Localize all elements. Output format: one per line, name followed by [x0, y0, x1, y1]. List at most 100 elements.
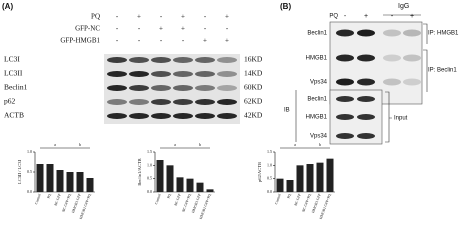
band — [357, 114, 375, 120]
pq-sign: + — [410, 13, 414, 20]
band — [336, 114, 354, 120]
bar — [56, 170, 64, 192]
pq-sign: + — [364, 13, 368, 20]
x-tick-label: NC GFP+PQ — [301, 193, 311, 213]
sig-letter: b — [79, 142, 81, 147]
band — [336, 96, 354, 102]
bar — [66, 172, 74, 192]
band — [357, 96, 375, 102]
sig-letter: a — [294, 142, 296, 147]
band — [217, 57, 237, 63]
ip-brackets — [423, 23, 428, 92]
band — [195, 113, 215, 119]
band — [336, 54, 354, 62]
ip-row-label: HMGB1 — [306, 56, 328, 62]
band — [336, 29, 354, 37]
x-tick-label: PQ — [286, 193, 291, 199]
band — [217, 71, 237, 77]
sig-letter: b — [319, 142, 321, 147]
x-tick-label: NC GFP+PQ — [181, 193, 191, 213]
pq-label: PQ — [329, 14, 338, 20]
band — [173, 71, 193, 77]
band — [357, 133, 375, 139]
size-label: 42KD — [244, 111, 263, 120]
band — [217, 85, 237, 91]
band — [357, 54, 375, 62]
band — [195, 57, 215, 63]
band — [357, 29, 375, 37]
band — [107, 99, 127, 105]
bar — [306, 164, 314, 192]
treatment-sign: - — [160, 37, 163, 45]
treatment-sign: + — [181, 13, 185, 21]
sig-letter: a — [54, 142, 56, 147]
y-tick-label: 0.5 — [147, 176, 152, 181]
x-tick-label: NC GFP — [54, 193, 62, 206]
bar — [36, 164, 44, 192]
input-bracket — [385, 91, 392, 143]
protein-label: ACTB — [4, 111, 24, 120]
bar — [286, 180, 294, 192]
y-tick-label: 1.0 — [27, 149, 32, 154]
treatment-sign: - — [116, 13, 119, 21]
band — [151, 85, 171, 91]
band — [217, 99, 237, 105]
y-tick-label: 0.0 — [27, 189, 32, 194]
treatment-sign: + — [159, 25, 163, 33]
size-label: 60KD — [244, 83, 263, 92]
ib-label: IB — [284, 108, 290, 114]
y-tick-label: 1.0 — [267, 162, 272, 167]
treatment-sign: - — [226, 25, 229, 33]
treatment-sign: + — [203, 37, 207, 45]
band — [403, 54, 421, 62]
treatment-sign: - — [160, 13, 163, 21]
ip-row-label: Vps34 — [310, 80, 328, 86]
band — [151, 113, 171, 119]
x-tick-label: Control — [274, 193, 282, 205]
bar — [76, 172, 84, 192]
bar — [46, 164, 54, 192]
band — [129, 113, 149, 119]
band — [173, 57, 193, 63]
bar — [86, 178, 94, 192]
band — [173, 85, 193, 91]
bar — [296, 165, 304, 192]
x-tick-label: Control — [154, 193, 162, 205]
x-tick-label: NC GFP+PQ — [61, 193, 71, 213]
protein-label: Beclin1 — [4, 83, 28, 92]
band — [107, 85, 127, 91]
bar — [166, 165, 174, 192]
size-label: 16KD — [244, 55, 263, 64]
ip-hmgb1-label: IP: HMGB1 — [428, 31, 459, 37]
sig-letter: a — [174, 142, 176, 147]
sig-letter: b — [199, 142, 201, 147]
band — [173, 113, 193, 119]
band — [195, 99, 215, 105]
treatment-label: GFP-HMGB1 — [60, 37, 100, 45]
y-tick-label: 1.5 — [147, 149, 152, 154]
treatment-sign: + — [137, 13, 141, 21]
y-tick-label: 0.5 — [27, 169, 32, 174]
x-tick-label: PQ — [166, 193, 171, 199]
band — [403, 78, 421, 86]
band — [195, 71, 215, 77]
y-tick-label: 0.5 — [267, 176, 272, 181]
input-label: Input — [394, 116, 408, 122]
bar — [196, 182, 204, 192]
ip-beclin1-label: IP: Beclin1 — [428, 68, 457, 74]
x-tick-label: HMGB1 GFP — [311, 193, 322, 213]
band — [195, 85, 215, 91]
treatment-sign: - — [116, 37, 119, 45]
y-axis-label: Beclin1/ACTB — [137, 158, 142, 185]
treatment-label: GFP-NC — [75, 25, 100, 33]
bar — [206, 189, 214, 192]
size-label: 14KD — [244, 69, 263, 78]
treatment-sign: - — [138, 37, 141, 45]
y-tick-label: 0.0 — [267, 189, 272, 194]
bar — [326, 158, 334, 192]
treatment-sign: - — [204, 25, 207, 33]
band — [357, 78, 375, 86]
bar — [276, 178, 284, 192]
protein-label: LC3II — [4, 69, 23, 78]
input-row-label: Vps34 — [310, 134, 328, 140]
